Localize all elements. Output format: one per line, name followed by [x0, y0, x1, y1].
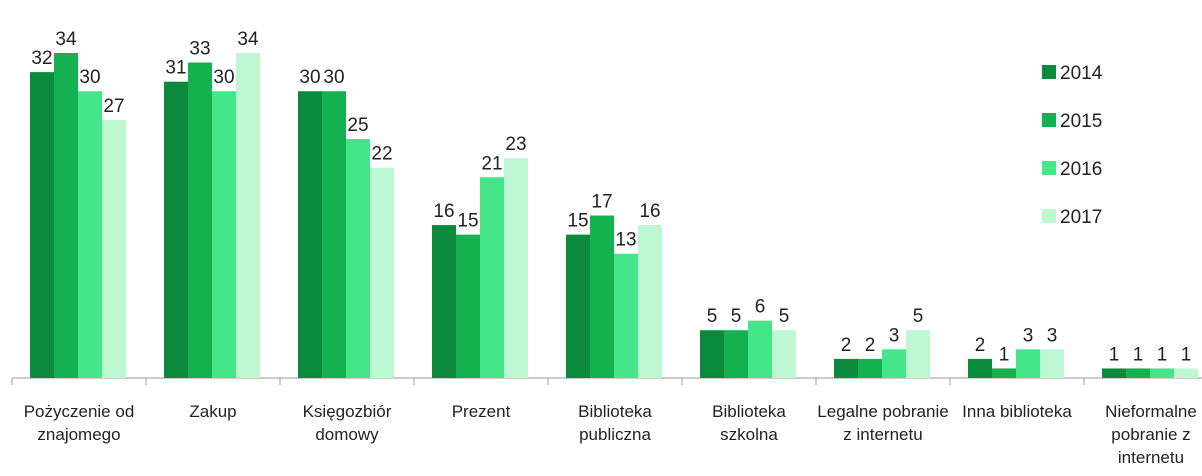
- data-label: 16: [639, 201, 660, 222]
- bar: [78, 91, 102, 378]
- data-label: 1: [999, 344, 1010, 365]
- x-tick-label: Zakup: [189, 402, 237, 421]
- x-tick-label: Legalne pobranie z internetu: [817, 402, 949, 444]
- data-label: 27: [103, 96, 124, 117]
- data-label: 2: [975, 335, 986, 356]
- bar: [858, 358, 882, 378]
- data-label: 3: [889, 325, 900, 346]
- bar: [164, 81, 188, 379]
- bar: [834, 358, 858, 378]
- data-label: 30: [79, 67, 100, 88]
- data-label: 30: [299, 67, 320, 88]
- data-label: 21: [481, 153, 502, 174]
- data-label: 1: [1133, 344, 1144, 365]
- bar: [102, 119, 126, 378]
- x-tick-label: Nieformalne pobranie z internetu: [1105, 402, 1197, 467]
- bar: [882, 349, 906, 378]
- legend-swatch: [1042, 65, 1056, 79]
- data-label: 2: [841, 335, 852, 356]
- bar: [212, 91, 236, 378]
- data-label: 3: [1023, 325, 1034, 346]
- bar: [724, 330, 748, 378]
- data-label: 1: [1181, 344, 1192, 365]
- bar: [748, 320, 772, 378]
- data-label: 3: [1047, 325, 1058, 346]
- bar: [236, 53, 260, 378]
- data-label: 1: [1157, 344, 1168, 365]
- data-label: 5: [913, 306, 924, 327]
- bar: [322, 91, 346, 378]
- bar: [566, 234, 590, 378]
- bar: [638, 225, 662, 378]
- data-label: 17: [591, 192, 612, 213]
- bar: [1016, 349, 1040, 378]
- bar: [504, 158, 528, 378]
- data-label: 34: [237, 29, 259, 50]
- x-tick-label: Biblioteka publiczna: [578, 402, 652, 444]
- data-label: 1: [1109, 344, 1120, 365]
- bar: [968, 358, 992, 378]
- data-label: 33: [189, 39, 210, 60]
- data-label: 5: [731, 306, 742, 327]
- bar: [54, 53, 78, 378]
- bar: [480, 177, 504, 378]
- x-tick-label: Inna biblioteka: [962, 402, 1072, 421]
- bar: [614, 253, 638, 378]
- bar: [772, 330, 796, 378]
- bar: [188, 62, 212, 378]
- bar: [432, 225, 456, 378]
- data-label: 22: [371, 144, 392, 165]
- bar: [370, 167, 394, 378]
- data-label: 30: [213, 67, 234, 88]
- data-label: 2: [865, 335, 876, 356]
- legend-swatch: [1042, 209, 1056, 223]
- bar: [590, 215, 614, 378]
- data-label: 13: [615, 230, 636, 251]
- bar: [1150, 368, 1174, 378]
- bar: [456, 234, 480, 378]
- data-label: 5: [707, 306, 718, 327]
- x-tick-label: Księgozbiór domowy: [302, 402, 392, 444]
- data-label: 5: [779, 306, 790, 327]
- data-label: 34: [55, 29, 77, 50]
- data-label: 25: [347, 115, 368, 136]
- data-label: 15: [457, 211, 478, 232]
- x-tick-label: Pożyczenie od znajomego: [23, 402, 135, 444]
- bar: [1040, 349, 1064, 378]
- data-label: 23: [505, 134, 526, 155]
- bar: [1126, 368, 1150, 378]
- legend-label: 2015: [1060, 111, 1102, 132]
- legend-swatch: [1042, 113, 1056, 127]
- data-label: 32: [31, 48, 52, 69]
- legend-label: 2017: [1060, 207, 1102, 228]
- data-label: 31: [165, 58, 186, 79]
- data-label: 16: [433, 201, 454, 222]
- bar: [1102, 368, 1126, 378]
- data-label: 6: [755, 297, 766, 318]
- bar: [30, 72, 54, 378]
- bar: [700, 330, 724, 378]
- data-label: 30: [323, 67, 344, 88]
- bar: [906, 330, 930, 378]
- legend-label: 2014: [1060, 63, 1103, 84]
- bar: [346, 139, 370, 378]
- bar: [298, 91, 322, 378]
- x-tick-label: Prezent: [451, 402, 511, 421]
- bar: [992, 368, 1016, 378]
- data-label: 15: [567, 211, 588, 232]
- bar: [1174, 368, 1198, 378]
- legend-label: 2016: [1060, 159, 1102, 180]
- legend-swatch: [1042, 161, 1056, 175]
- x-tick-label: Biblioteka szkolna: [712, 402, 786, 444]
